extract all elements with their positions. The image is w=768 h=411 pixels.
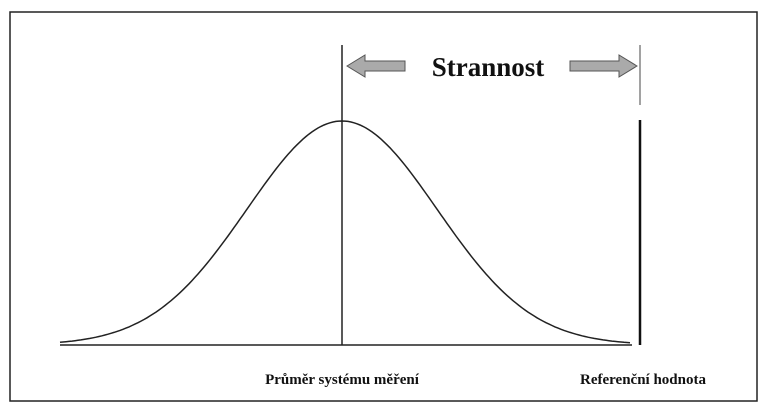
title: Strannost bbox=[432, 52, 545, 82]
left-arrow bbox=[346, 54, 406, 78]
right-arrow bbox=[569, 54, 638, 78]
reference-label: Referenční hodnota bbox=[580, 372, 706, 388]
bell-curve bbox=[59, 120, 631, 344]
mean-label: Průměr systému měření bbox=[265, 372, 420, 388]
frame bbox=[9, 11, 758, 402]
